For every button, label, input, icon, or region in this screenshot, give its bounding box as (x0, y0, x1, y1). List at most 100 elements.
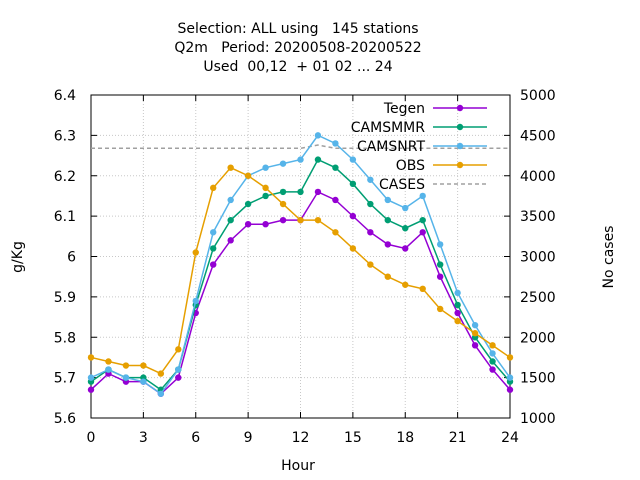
data-point-camsmmr (279, 188, 287, 196)
data-point-camsnrt (210, 229, 217, 236)
y-tick-label: 5.6 (54, 411, 76, 427)
data-point-tegen (436, 273, 444, 280)
data-point-camsmmr (384, 216, 391, 224)
y2-tick-label: 1500 (520, 371, 556, 387)
data-point-camsnrt (419, 192, 426, 200)
series-line-camsnrt (90, 134, 511, 395)
x-tick-label: 15 (344, 430, 362, 446)
data-point-obs (140, 362, 147, 369)
title-line-2: Q2m Period: 20200508-20200522 (174, 40, 421, 56)
data-point-obs (244, 172, 252, 179)
data-point-tegen (489, 366, 496, 373)
data-point-tegen (367, 229, 374, 236)
data-point-obs (262, 184, 269, 192)
x-tick-label: 0 (87, 430, 96, 446)
y2-tick-label: 5000 (520, 88, 556, 104)
legend-label-camsmmr: CAMSMMR (351, 120, 425, 136)
data-point-obs (349, 245, 357, 252)
data-point-camsmmr (314, 156, 322, 163)
data-point-tegen (471, 342, 479, 349)
data-point-camsmmr (262, 192, 269, 200)
y2-tick-label: 2000 (520, 330, 556, 346)
data-point-tegen (332, 196, 339, 204)
data-point-camsnrt (279, 160, 287, 167)
legend-marker-camsmmr (456, 123, 464, 131)
data-point-obs (175, 346, 182, 353)
y2-tick-label: 2500 (520, 290, 556, 306)
legend-marker-obs (456, 161, 464, 169)
x-tick-label: 9 (244, 430, 253, 446)
x-tick-label: 12 (292, 430, 310, 446)
y-tick-label: 6 (67, 250, 76, 266)
data-point-camsmmr (244, 200, 252, 208)
data-point-camsnrt (367, 176, 374, 183)
data-point-camsmmr (332, 164, 339, 171)
y-tick-label: 6.2 (54, 169, 76, 185)
data-point-camsnrt (227, 196, 234, 204)
data-point-camsnrt (87, 374, 95, 381)
y-axis-ticks: 5.6 5.7 5.8 5.9 6 6.1 6.2 6.3 6.4 (54, 88, 97, 427)
data-point-tegen (506, 386, 514, 393)
data-point-camsnrt (436, 241, 444, 248)
data-point-camsnrt (402, 204, 409, 212)
x-tick-label: 24 (501, 430, 519, 446)
y-tick-label: 5.7 (54, 371, 76, 387)
data-point-obs (105, 358, 112, 365)
data-point-obs (210, 184, 217, 192)
data-point-tegen (384, 241, 391, 248)
data-point-camsmmr (227, 216, 234, 224)
legend-marker-camsnrt (456, 142, 464, 150)
data-point-obs (332, 229, 339, 236)
data-point-obs (384, 273, 391, 280)
data-point-camsnrt (105, 366, 112, 373)
data-point-obs (297, 216, 304, 224)
data-point-camsnrt (506, 374, 514, 381)
series-layer (87, 132, 514, 397)
data-point-obs (157, 370, 165, 377)
data-point-tegen (87, 386, 95, 393)
x-tick-label: 6 (191, 430, 200, 446)
data-point-obs (227, 164, 234, 171)
data-point-camsnrt (384, 196, 391, 204)
data-point-obs (192, 249, 199, 256)
data-point-camsnrt (454, 289, 461, 297)
data-point-obs (436, 305, 444, 313)
y2-tick-label: 4500 (520, 128, 556, 144)
data-point-tegen (175, 374, 182, 381)
data-point-camsmmr (297, 188, 304, 196)
y2-axis-ticks: 1000 1500 2000 2500 3000 3500 4000 4500 5000 (504, 88, 556, 427)
y2-tick-label: 4000 (520, 169, 556, 185)
legend-label-cases: CASES (379, 177, 425, 193)
data-point-camsnrt (349, 156, 357, 163)
data-point-tegen (244, 221, 252, 228)
y-tick-label: 5.9 (54, 290, 76, 306)
data-point-obs (489, 342, 496, 349)
y2-tick-label: 3000 (520, 250, 556, 266)
data-point-tegen (210, 261, 217, 268)
data-point-tegen (279, 216, 287, 224)
y-tick-label: 6.4 (54, 88, 76, 104)
data-point-tegen (454, 309, 461, 317)
grid (91, 95, 510, 418)
data-point-tegen (402, 245, 409, 252)
chart-title: Selection: ALL using 145 stations Q2m Pe… (174, 21, 421, 75)
y2-axis-label: No cases (601, 226, 617, 289)
data-point-obs (419, 285, 426, 292)
data-point-tegen (314, 188, 322, 196)
data-point-camsnrt (314, 132, 322, 139)
data-point-camsnrt (297, 156, 304, 163)
y-tick-label: 5.8 (54, 330, 76, 346)
data-point-camsnrt (262, 164, 269, 171)
data-point-camsmmr (402, 225, 409, 232)
y-tick-label: 6.3 (54, 128, 76, 144)
y-axis-label: g/Kg (10, 241, 26, 273)
data-point-tegen (349, 212, 357, 220)
data-point-camsmmr (454, 301, 461, 309)
data-point-obs (506, 354, 514, 361)
x-axis-label: Hour (281, 458, 315, 474)
y2-tick-label: 3500 (520, 209, 556, 225)
data-point-obs (471, 330, 479, 337)
title-line-1: Selection: ALL using 145 stations (177, 21, 418, 37)
data-point-obs (279, 200, 287, 208)
